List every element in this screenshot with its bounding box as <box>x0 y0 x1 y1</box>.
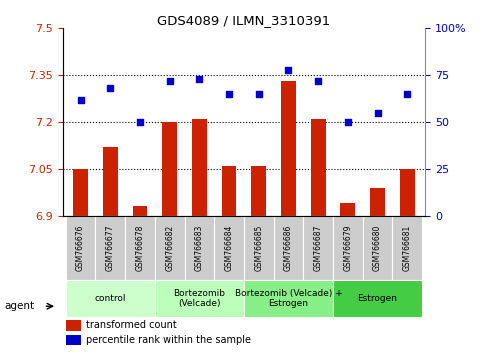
Point <box>374 110 382 115</box>
Bar <box>222 166 237 216</box>
Text: GSM766685: GSM766685 <box>254 225 263 271</box>
Text: Estrogen: Estrogen <box>357 294 398 303</box>
Point <box>314 78 322 84</box>
Point <box>255 91 263 97</box>
Point <box>136 119 144 125</box>
Text: GSM766676: GSM766676 <box>76 224 85 271</box>
Text: GSM766679: GSM766679 <box>343 224 352 271</box>
Bar <box>125 216 155 280</box>
Bar <box>244 280 333 318</box>
Bar <box>103 147 118 216</box>
Text: GSM766683: GSM766683 <box>195 225 204 271</box>
Bar <box>66 216 96 280</box>
Point <box>225 91 233 97</box>
Bar <box>155 280 244 318</box>
Title: GDS4089 / ILMN_3310391: GDS4089 / ILMN_3310391 <box>157 14 330 27</box>
Bar <box>400 169 414 216</box>
Point <box>196 76 203 82</box>
Text: GSM766677: GSM766677 <box>106 224 115 271</box>
Bar <box>185 216 214 280</box>
Bar <box>333 216 363 280</box>
Bar <box>214 216 244 280</box>
Point <box>344 119 352 125</box>
Point <box>77 97 85 102</box>
Bar <box>363 216 392 280</box>
Bar <box>281 81 296 216</box>
Bar <box>67 335 81 346</box>
Bar <box>341 203 355 216</box>
Bar <box>73 169 88 216</box>
Text: Bortezomib
(Velcade): Bortezomib (Velcade) <box>173 289 226 308</box>
Bar <box>192 119 207 216</box>
Bar <box>244 216 273 280</box>
Bar <box>66 280 155 318</box>
Bar <box>311 119 326 216</box>
Text: Bortezomib (Velcade) +
Estrogen: Bortezomib (Velcade) + Estrogen <box>235 289 342 308</box>
Text: GSM766684: GSM766684 <box>225 225 234 271</box>
Text: GSM766682: GSM766682 <box>165 225 174 271</box>
Point <box>403 91 411 97</box>
Text: GSM766681: GSM766681 <box>403 225 412 271</box>
Bar <box>155 216 185 280</box>
Text: transformed count: transformed count <box>86 320 177 330</box>
Text: GSM766678: GSM766678 <box>136 225 144 271</box>
Text: control: control <box>95 294 126 303</box>
Bar <box>303 216 333 280</box>
Text: agent: agent <box>5 301 35 311</box>
Bar <box>67 320 81 331</box>
Bar <box>96 216 125 280</box>
Bar <box>370 188 385 216</box>
Bar <box>132 206 147 216</box>
Bar <box>162 122 177 216</box>
Text: GSM766680: GSM766680 <box>373 225 382 271</box>
Point <box>166 78 173 84</box>
Text: GSM766686: GSM766686 <box>284 225 293 271</box>
Bar <box>251 166 266 216</box>
Bar <box>273 216 303 280</box>
Bar <box>392 216 422 280</box>
Point <box>106 85 114 91</box>
Bar <box>333 280 422 318</box>
Point <box>284 67 292 72</box>
Text: GSM766687: GSM766687 <box>313 225 323 271</box>
Text: percentile rank within the sample: percentile rank within the sample <box>86 335 251 345</box>
